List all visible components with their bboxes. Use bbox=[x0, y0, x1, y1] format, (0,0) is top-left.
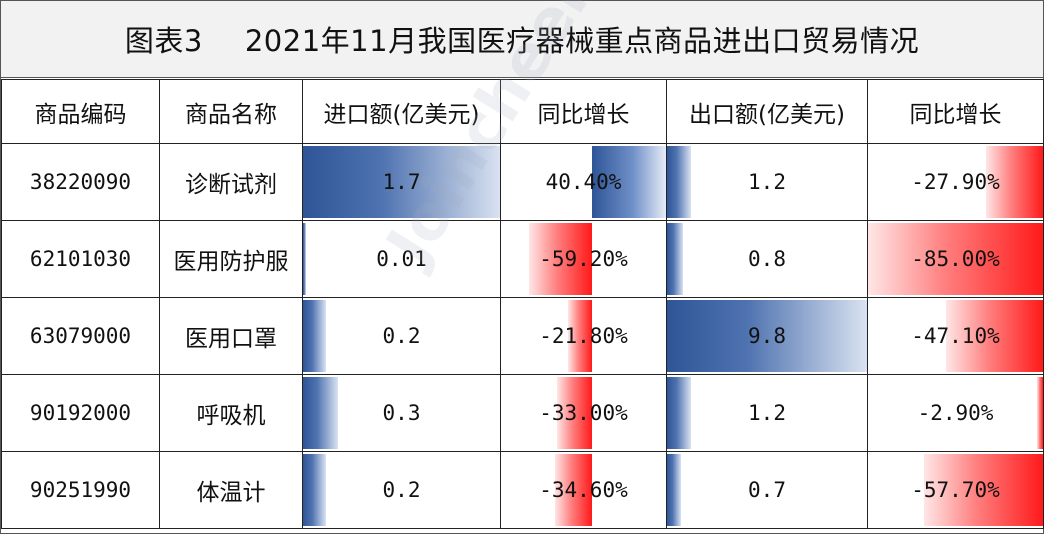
import-cell-value: 0.3 bbox=[382, 401, 421, 425]
yoy-bar bbox=[1037, 377, 1043, 449]
import-yoy-cell-value: 40.40% bbox=[545, 170, 622, 194]
header-import: 进口额(亿美元) bbox=[302, 79, 501, 144]
export-yoy-cell: -2.90% bbox=[867, 374, 1044, 452]
header-export: 出口额(亿美元) bbox=[666, 79, 868, 144]
name-cell-value: 呼吸机 bbox=[196, 403, 266, 429]
name-cell-value: 医用口罩 bbox=[185, 326, 277, 352]
export-cell-value: 0.7 bbox=[748, 478, 786, 502]
table-row: 63079000 医用口罩 0.2 -21.80% 9.8 -47.10% bbox=[1, 297, 1044, 375]
export-cell-value: 1.2 bbox=[748, 401, 786, 425]
import-cell-value: 0.2 bbox=[382, 324, 421, 348]
export-yoy-cell: -47.10% bbox=[867, 297, 1044, 375]
table-row: 90251990 体温计 0.2 -34.60% 0.7 -57.70% bbox=[1, 451, 1044, 529]
import-cell-value: 0.2 bbox=[382, 478, 421, 502]
yoy-bar bbox=[568, 300, 592, 372]
export-yoy-cell: -85.00% bbox=[867, 220, 1044, 298]
data-bar bbox=[667, 300, 867, 372]
data-bar bbox=[303, 300, 327, 372]
export-cell: 1.2 bbox=[666, 374, 868, 452]
name-cell: 医用防护服 bbox=[159, 220, 303, 298]
export-yoy-cell-value: -57.70% bbox=[911, 478, 1000, 502]
code-cell-value: 90192000 bbox=[29, 401, 132, 425]
name-cell: 诊断试剂 bbox=[159, 143, 303, 221]
export-yoy-cell-value: -85.00% bbox=[911, 247, 1000, 271]
yoy-bar bbox=[924, 454, 1043, 526]
export-yoy-cell-value: -27.90% bbox=[911, 170, 1000, 194]
export-cell-value: 0.8 bbox=[748, 247, 786, 271]
import-cell: 0.3 bbox=[302, 374, 501, 452]
export-cell: 9.8 bbox=[666, 297, 868, 375]
import-yoy-cell-value: -33.00% bbox=[539, 401, 628, 425]
name-cell-value: 医用防护服 bbox=[173, 249, 289, 275]
data-bar bbox=[667, 146, 692, 218]
export-yoy-cell: -57.70% bbox=[867, 451, 1044, 529]
import-yoy-cell: -34.60% bbox=[500, 451, 667, 529]
yoy-bar bbox=[528, 223, 592, 295]
data-bar bbox=[303, 454, 327, 526]
export-yoy-cell: -27.90% bbox=[867, 143, 1044, 221]
yoy-bar bbox=[985, 146, 1043, 218]
yoy-bar bbox=[554, 454, 592, 526]
export-cell: 0.8 bbox=[666, 220, 868, 298]
data-bar bbox=[303, 146, 500, 218]
yoy-bar bbox=[868, 223, 1043, 295]
import-yoy-cell: 40.40% bbox=[500, 143, 667, 221]
import-yoy-cell-value: -59.20% bbox=[539, 247, 628, 271]
export-cell: 1.2 bbox=[666, 143, 868, 221]
yoy-bar bbox=[946, 300, 1043, 372]
code-cell: 38220090 bbox=[1, 143, 160, 221]
code-cell: 90251990 bbox=[1, 451, 160, 529]
export-yoy-cell-value: -2.90% bbox=[917, 401, 994, 425]
export-cell-value: 1.2 bbox=[748, 170, 786, 194]
table-row: 38220090 诊断试剂 1.7 40.40% 1.2 -27.90% bbox=[1, 143, 1044, 221]
trade-table: 商品编码 商品名称 进口额(亿美元) 同比增长 出口额(亿美元) 同比增长 38… bbox=[1, 79, 1044, 529]
import-cell-value: 1.7 bbox=[382, 170, 421, 194]
import-yoy-cell-value: -21.80% bbox=[539, 324, 628, 348]
export-cell-value: 9.8 bbox=[748, 324, 786, 348]
export-cell: 0.7 bbox=[666, 451, 868, 529]
code-cell-value: 62101030 bbox=[29, 247, 132, 271]
code-cell-value: 38220090 bbox=[29, 170, 132, 194]
data-bar bbox=[303, 377, 338, 449]
export-yoy-cell-value: -47.10% bbox=[911, 324, 1000, 348]
table-row: 62101030 医用防护服 0.01 -59.20% 0.8 -85.00% bbox=[1, 220, 1044, 298]
import-yoy-cell: -59.20% bbox=[500, 220, 667, 298]
import-cell: 0.2 bbox=[302, 451, 501, 529]
import-yoy-cell: -21.80% bbox=[500, 297, 667, 375]
header-export-yoy: 同比增长 bbox=[867, 79, 1044, 144]
import-yoy-cell-value: -34.60% bbox=[539, 478, 628, 502]
header-import-yoy: 同比增长 bbox=[500, 79, 667, 144]
data-bar bbox=[303, 223, 306, 295]
yoy-bar bbox=[556, 377, 592, 449]
code-cell: 63079000 bbox=[1, 297, 160, 375]
header-name: 商品名称 bbox=[159, 79, 303, 144]
import-cell-value: 0.01 bbox=[376, 247, 427, 271]
code-cell-value: 63079000 bbox=[29, 324, 132, 348]
code-cell: 90192000 bbox=[1, 374, 160, 452]
title-text: 2021年11月我国医疗器械重点商品进出口贸易情况 bbox=[244, 24, 920, 58]
header-code: 商品编码 bbox=[1, 79, 160, 144]
name-cell: 医用口罩 bbox=[159, 297, 303, 375]
name-cell-value: 体温计 bbox=[196, 480, 266, 506]
table-row: 90192000 呼吸机 0.3 -33.00% 1.2 -2.90% bbox=[1, 374, 1044, 452]
header-row: 商品编码 商品名称 进口额(亿美元) 同比增长 出口额(亿美元) 同比增长 bbox=[1, 79, 1044, 144]
data-bar bbox=[667, 454, 682, 526]
code-cell-value: 90251990 bbox=[29, 478, 132, 502]
name-cell: 体温计 bbox=[159, 451, 303, 529]
import-cell: 1.7 bbox=[302, 143, 501, 221]
yoy-bar bbox=[591, 146, 666, 218]
figure-title: 图表3 2021年11月我国医疗器械重点商品进出口贸易情况 bbox=[1, 1, 1043, 78]
figure-number: 图表3 bbox=[124, 24, 203, 58]
code-cell: 62101030 bbox=[1, 220, 160, 298]
import-yoy-cell: -33.00% bbox=[500, 374, 667, 452]
data-bar bbox=[667, 223, 684, 295]
data-bar bbox=[667, 377, 692, 449]
name-cell-value: 诊断试剂 bbox=[185, 172, 277, 198]
import-cell: 0.01 bbox=[302, 220, 501, 298]
import-cell: 0.2 bbox=[302, 297, 501, 375]
name-cell: 呼吸机 bbox=[159, 374, 303, 452]
